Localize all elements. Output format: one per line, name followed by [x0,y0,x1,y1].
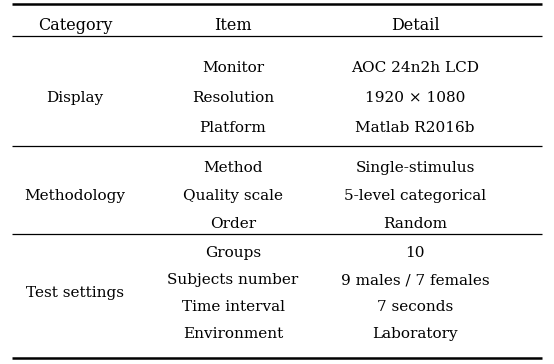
Text: AOC 24n2h LCD: AOC 24n2h LCD [351,61,479,75]
Text: 9 males / 7 females: 9 males / 7 females [341,273,489,287]
Text: Time interval: Time interval [182,300,285,314]
Text: 7 seconds: 7 seconds [377,300,453,314]
Text: Resolution: Resolution [192,91,274,105]
Text: Detail: Detail [391,17,439,35]
Text: Item: Item [214,17,252,35]
Text: Groups: Groups [205,246,261,260]
Text: Method: Method [203,161,263,175]
Text: Quality scale: Quality scale [183,189,283,203]
Text: Single-stimulus: Single-stimulus [355,161,475,175]
Text: Category: Category [38,17,112,35]
Text: Test settings: Test settings [26,286,124,300]
Text: Platform: Platform [199,121,266,135]
Text: Subjects number: Subjects number [167,273,299,287]
Text: Laboratory: Laboratory [372,327,458,341]
Text: Display: Display [47,91,104,105]
Text: 1920 × 1080: 1920 × 1080 [365,91,465,105]
Text: Monitor: Monitor [202,61,264,75]
Text: 10: 10 [405,246,425,260]
Text: Environment: Environment [183,327,283,341]
Text: Random: Random [383,217,447,231]
Text: Order: Order [210,217,256,231]
Text: 5-level categorical: 5-level categorical [344,189,486,203]
Text: Methodology: Methodology [24,189,126,203]
Text: Matlab R2016b: Matlab R2016b [355,121,475,135]
